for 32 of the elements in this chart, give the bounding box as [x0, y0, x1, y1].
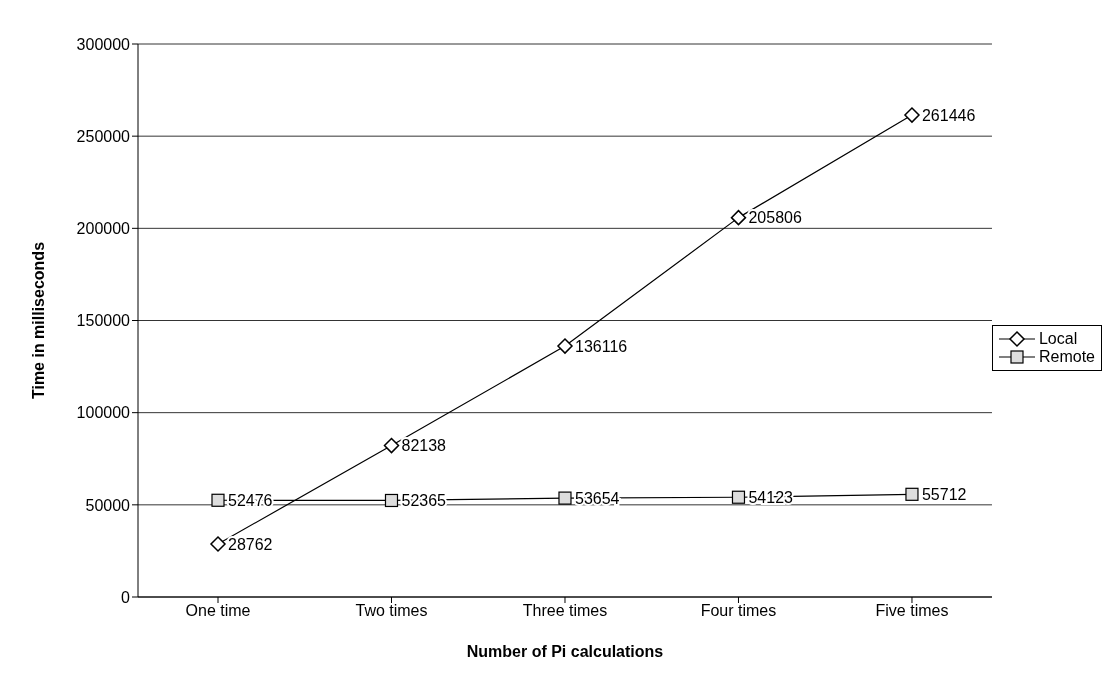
legend-label: Remote [1038, 347, 1095, 366]
y-tick-label: 100000 [76, 404, 131, 422]
y-tick-label: 200000 [76, 220, 131, 238]
point [210, 536, 226, 552]
y-tick-label: 300000 [76, 35, 131, 53]
data-label: 136116 [574, 337, 628, 355]
y-axis-title: Time in milliseconds [29, 241, 47, 400]
point [731, 490, 746, 504]
data-label: 55712 [921, 485, 967, 503]
x-tick-label: Two times [355, 602, 428, 620]
point [904, 107, 920, 123]
y-tick-label: 150000 [76, 312, 131, 330]
data-label: 82138 [401, 437, 447, 455]
data-label: 261446 [921, 106, 976, 124]
x-tick-label: Five times [875, 602, 949, 620]
point [557, 338, 573, 354]
x-tick-label: One time [185, 602, 251, 620]
data-label: 205806 [748, 209, 802, 227]
data-label: 28762 [228, 535, 273, 553]
x-tick-label: Three times [522, 602, 608, 620]
y-tick-label: 250000 [76, 127, 131, 145]
y-tick-label: 0 [121, 588, 131, 606]
x-tick-label: Four times [700, 602, 777, 620]
point [211, 493, 225, 507]
point [558, 491, 572, 505]
y-tick-label: 50000 [85, 496, 131, 514]
point [905, 487, 919, 501]
point [384, 493, 399, 508]
x-axis-title: Number of Pi calculations [466, 643, 664, 660]
point [383, 437, 400, 454]
point [730, 209, 747, 226]
legend-label: Local [1038, 329, 1078, 348]
